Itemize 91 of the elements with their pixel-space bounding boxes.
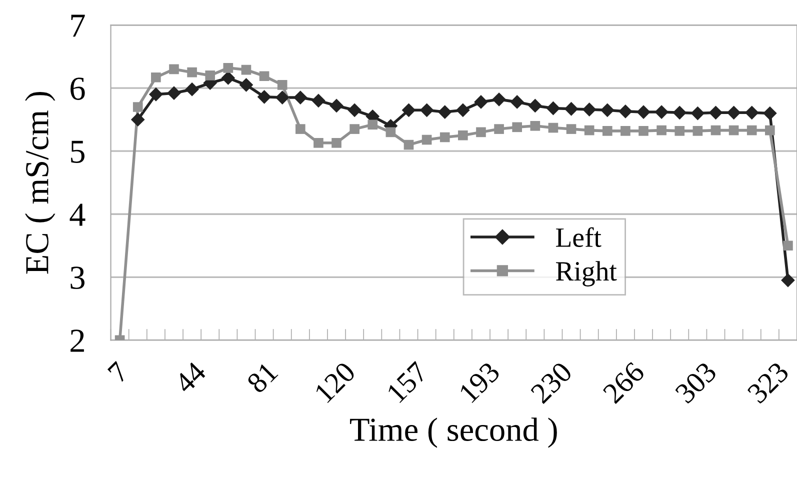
point	[402, 103, 416, 118]
x-tick-label: 230	[530, 361, 574, 404]
point	[275, 90, 290, 104]
point	[600, 103, 614, 118]
point	[350, 124, 360, 134]
point	[458, 130, 468, 140]
point	[494, 124, 504, 134]
point	[636, 105, 650, 119]
point	[438, 105, 452, 119]
point	[564, 102, 578, 116]
point	[582, 102, 596, 116]
y-tick-label: 3	[70, 266, 84, 290]
x-tick-label: 120	[314, 361, 356, 404]
y-tick-label: 2	[70, 330, 84, 352]
point	[492, 92, 506, 106]
y-axis-title: EC ( mS/cm )	[25, 92, 56, 274]
y-tick-label: 7	[71, 14, 85, 37]
point	[690, 106, 705, 120]
point	[257, 90, 272, 104]
point	[474, 94, 488, 109]
point	[187, 67, 197, 78]
x-tick-label: 157	[386, 360, 429, 404]
point	[386, 127, 396, 138]
y-tick-label: 5	[71, 140, 84, 163]
point	[151, 72, 161, 82]
point	[783, 240, 793, 251]
legend-label: Right	[556, 261, 617, 286]
point	[404, 140, 414, 150]
point	[528, 98, 542, 113]
point	[169, 64, 179, 74]
point	[312, 94, 326, 108]
point	[259, 71, 270, 82]
x-tick-label: 193	[458, 361, 501, 404]
point	[205, 70, 216, 80]
x-tick-label: 44	[174, 360, 207, 394]
point	[185, 82, 199, 96]
point	[566, 124, 576, 134]
point	[132, 102, 143, 112]
point	[692, 126, 703, 136]
point	[584, 125, 594, 136]
point	[638, 126, 648, 136]
point	[512, 122, 522, 132]
point	[130, 112, 145, 127]
point	[295, 124, 306, 134]
point	[167, 86, 181, 100]
point	[620, 126, 630, 136]
point	[781, 273, 795, 288]
point	[728, 125, 739, 136]
x-tick-label: 323	[746, 361, 790, 404]
point	[332, 138, 342, 148]
point	[708, 106, 723, 120]
point	[530, 120, 540, 131]
point	[726, 106, 741, 120]
point	[546, 101, 560, 116]
point	[654, 105, 669, 119]
point	[330, 98, 344, 113]
point	[148, 87, 163, 102]
point	[348, 103, 362, 118]
point	[746, 125, 757, 136]
x-tick-label: 303	[674, 361, 718, 404]
x-tick-label: 266	[602, 360, 646, 404]
point	[293, 90, 308, 104]
point	[762, 106, 777, 120]
point	[440, 132, 450, 142]
point	[476, 127, 486, 138]
point	[239, 78, 254, 92]
x-tick-label: 81	[246, 361, 279, 394]
legend-label: Left	[556, 227, 602, 248]
point	[602, 126, 612, 136]
y-tick-label: 6	[70, 78, 85, 100]
point	[618, 104, 632, 118]
point	[314, 138, 324, 148]
point	[241, 64, 252, 75]
point	[710, 125, 721, 136]
point	[221, 71, 236, 85]
point	[277, 80, 288, 90]
x-axis-title: Time ( second )	[350, 418, 557, 448]
y-tick-label: 4	[70, 204, 86, 226]
point	[456, 103, 470, 118]
point	[510, 94, 524, 109]
x-tick-label: 7	[107, 361, 130, 383]
point	[674, 126, 685, 136]
point	[656, 125, 666, 136]
point	[422, 134, 432, 145]
point	[765, 125, 775, 136]
point	[744, 106, 759, 120]
point	[223, 62, 234, 73]
point	[672, 106, 687, 120]
point	[368, 120, 378, 130]
point	[548, 122, 558, 133]
point	[420, 103, 434, 118]
